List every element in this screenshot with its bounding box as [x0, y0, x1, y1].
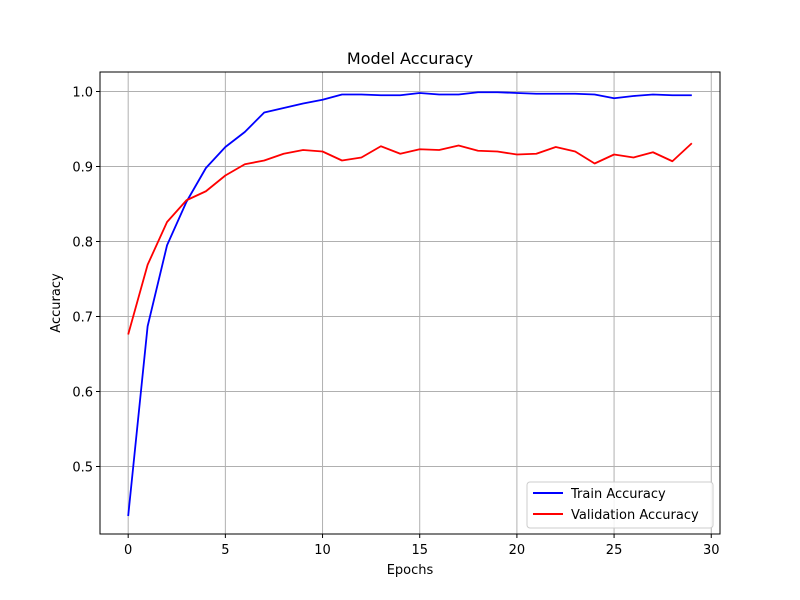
x-tick-label: 5: [221, 543, 229, 558]
y-tick-label: 0.8: [72, 236, 93, 251]
x-tick-label: 30: [703, 543, 720, 558]
y-tick-label: 0.5: [72, 461, 93, 476]
validation-accuracy-line: [127, 142, 693, 335]
x-tick-label: 25: [606, 543, 623, 558]
axis-ticks: 0 5 10 15 20 25 30 0.5 0.6 0.7 0.8 0.9 1.0: [72, 86, 719, 559]
y-tick-label: 0.9: [72, 161, 93, 176]
y-tick-label: 0.6: [72, 386, 93, 401]
y-tick-label: 0.7: [72, 311, 93, 326]
grid: [100, 72, 720, 534]
legend-box: [526, 481, 714, 529]
x-tick-label: 20: [509, 543, 526, 558]
y-axis-label: Accuracy: [49, 273, 64, 333]
series-lines: [127, 91, 693, 517]
legend-label-validation: Validation Accuracy: [571, 508, 699, 523]
x-tick-label: 0: [124, 543, 132, 558]
legend: Train Accuracy Validation Accuracy: [526, 481, 714, 529]
x-axis-label: Epochs: [387, 563, 434, 578]
y-tick-label: 1.0: [72, 86, 93, 101]
chart-title: Model Accuracy: [347, 49, 473, 68]
x-tick-label: 15: [411, 543, 428, 558]
plot-frame: [99, 71, 721, 535]
legend-label-train: Train Accuracy: [570, 487, 666, 502]
train-accuracy-line: [127, 91, 692, 517]
x-tick-label: 10: [314, 543, 331, 558]
